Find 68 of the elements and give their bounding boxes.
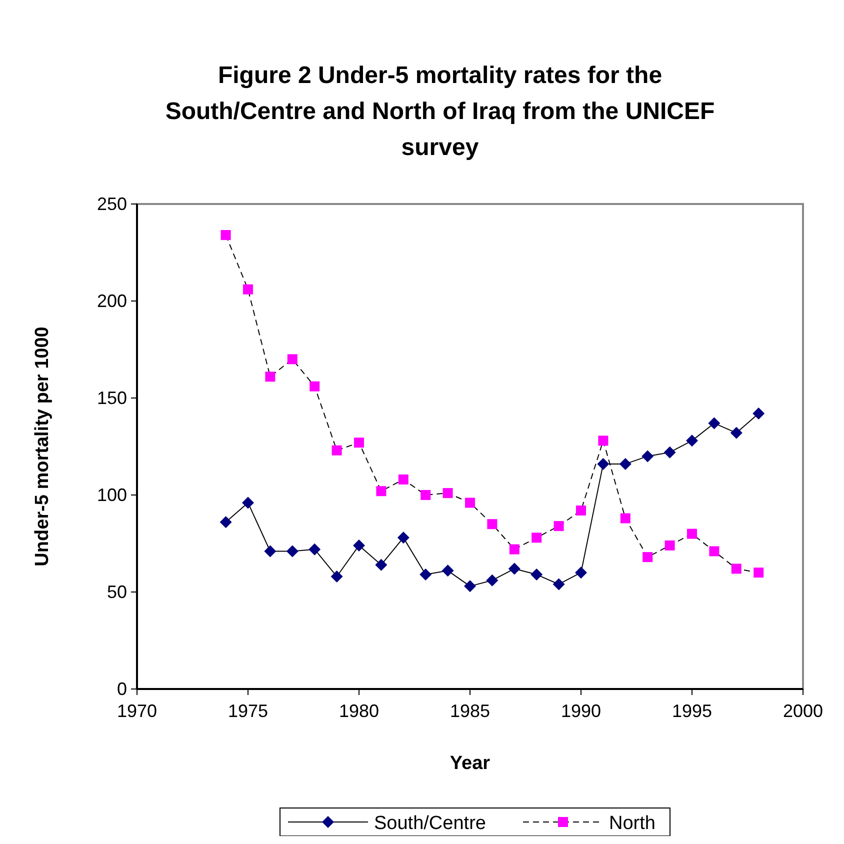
point [420, 568, 432, 581]
x-tick-label: 1995 [672, 701, 712, 721]
x-axis-title: Year [450, 753, 491, 774]
point [376, 486, 386, 496]
y-axis-title: Under-5 mortality per 1000 [32, 326, 53, 566]
point [508, 562, 520, 575]
x-tick-label: 1980 [338, 701, 380, 721]
x-tick-label: 1985 [450, 701, 490, 721]
point [265, 372, 276, 382]
point [375, 558, 388, 571]
point [619, 458, 632, 470]
point [552, 578, 565, 590]
point [642, 552, 653, 562]
legend-label: North [609, 813, 656, 834]
point [532, 532, 542, 543]
point [353, 539, 365, 552]
point [664, 446, 676, 458]
point [442, 564, 454, 577]
point [687, 528, 697, 539]
point [264, 545, 276, 558]
y-tick-label: 250 [96, 194, 127, 214]
point [554, 521, 564, 532]
point [420, 490, 431, 500]
point [709, 546, 720, 556]
chart-title: Figure 2 Under-5 mortality rates for the South/Centre and North of Iraq from the UNICEF survey [165, 62, 715, 161]
point [509, 544, 520, 554]
point [530, 568, 543, 581]
point [486, 574, 498, 586]
point [598, 436, 608, 446]
point [686, 434, 698, 447]
point [442, 488, 453, 498]
point [310, 381, 320, 392]
point [487, 519, 498, 530]
point [752, 408, 765, 420]
point [220, 230, 231, 240]
point [354, 438, 364, 448]
point [308, 543, 321, 556]
point [642, 450, 654, 462]
point [220, 516, 232, 528]
point [464, 580, 476, 592]
point [398, 474, 408, 484]
x-tick-label: 1990 [560, 701, 602, 721]
point [332, 445, 342, 456]
point [664, 540, 675, 550]
point [754, 568, 764, 578]
x-tick-label: 2000 [782, 701, 824, 721]
x-tick-label: 1970 [116, 701, 158, 721]
y-tick-label: 200 [96, 291, 127, 311]
point [242, 496, 254, 509]
point [286, 545, 298, 558]
point [397, 532, 410, 544]
point [731, 564, 742, 574]
point [465, 498, 475, 508]
x-tick-label: 1975 [228, 701, 268, 721]
y-tick-label: 0 [116, 679, 127, 699]
y-tick-label: 50 [106, 582, 127, 602]
point [330, 570, 343, 582]
point [575, 566, 587, 579]
point [287, 354, 298, 364]
y-tick-label: 150 [96, 388, 127, 408]
point [620, 513, 630, 524]
point [576, 506, 586, 516]
y-tick-label: 100 [96, 485, 127, 505]
point [730, 426, 742, 439]
point [597, 458, 610, 470]
point [708, 417, 720, 430]
point [243, 284, 253, 294]
legend-label: South/Centre [374, 813, 486, 834]
